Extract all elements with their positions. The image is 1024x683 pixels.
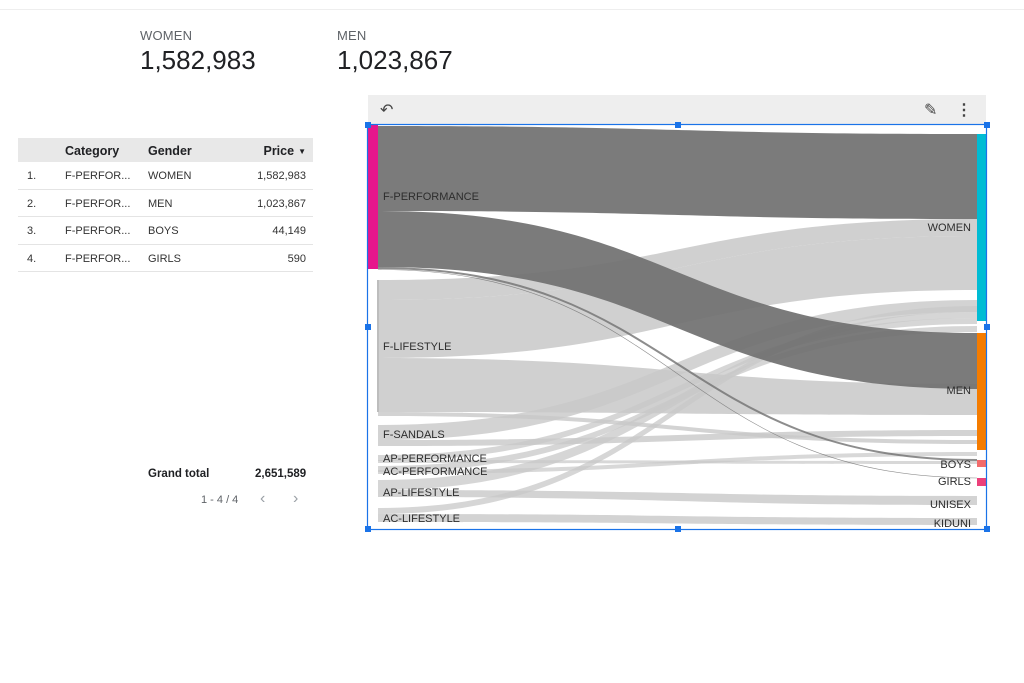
flow-ac-lifestyle-women[interactable]	[378, 306, 977, 514]
pencil-icon[interactable]: ✎	[924, 102, 938, 119]
sankey-source-label[interactable]: F-LIFESTYLE	[383, 341, 451, 353]
sankey-source-label[interactable]: F-SANDALS	[383, 429, 445, 441]
chevron-right-icon[interactable]: ›	[293, 490, 299, 507]
caret-down-icon[interactable]: ▼	[298, 147, 306, 156]
cell-category: F-PERFOR...	[65, 197, 131, 210]
resize-handle[interactable]	[365, 122, 371, 128]
scorecard-men[interactable]: MEN 1,023,867	[337, 28, 453, 76]
column-header-price[interactable]: Price ▼	[263, 144, 306, 158]
node-bar-f-performance[interactable]	[368, 125, 378, 269]
cell-category: F-PERFOR...	[65, 225, 131, 237]
flow-ap-lifestyle-unisex[interactable]	[378, 490, 977, 505]
cell-gender: GIRLS	[148, 252, 182, 265]
resize-handle[interactable]	[365, 526, 371, 532]
cell-gender: MEN	[148, 197, 173, 210]
flow-f-performance-girls[interactable]	[377, 269, 978, 479]
scorecard-value: 1,023,867	[337, 45, 453, 75]
chart-toolbar: ↶ ✎ ⋮	[368, 95, 986, 124]
table-header: Category Gender Price ▼	[18, 138, 313, 162]
sankey-target-label[interactable]: UNISEX	[930, 499, 972, 511]
flow-f-performance-boys[interactable]	[377, 267, 978, 461]
table-row[interactable]: 3. F-PERFOR... BOYS 44,149	[18, 217, 313, 245]
sankey-source-label[interactable]: AP-LIFESTYLE	[383, 487, 459, 499]
node-bar-men[interactable]	[977, 333, 986, 450]
sankey-source-label[interactable]: AC-PERFORMANCE	[383, 466, 488, 478]
top-divider	[0, 9, 1024, 10]
cell-category: F-PERFOR...	[65, 170, 131, 182]
resize-handle[interactable]	[984, 324, 990, 330]
scorecard-value: 1,582,983	[140, 45, 256, 75]
column-header-gender[interactable]: Gender	[148, 144, 192, 158]
resize-handle[interactable]	[675, 526, 681, 532]
row-index: 3.	[27, 225, 37, 237]
resize-handle[interactable]	[675, 122, 681, 128]
pagination-label: 1 - 4 / 4	[201, 494, 239, 506]
flow-ap-performance-women[interactable]	[378, 318, 977, 461]
sankey-target-label[interactable]: WOMEN	[928, 222, 971, 234]
table-row[interactable]: 4. F-PERFOR... GIRLS 590	[18, 245, 313, 272]
chevron-left-icon[interactable]: ‹	[260, 490, 266, 507]
node-bar-women[interactable]	[977, 134, 986, 321]
data-table[interactable]: Category Gender Price ▼ 1. F-PERFOR... WOME…	[18, 138, 313, 272]
table-row[interactable]: 1. F-PERFOR... WOMEN 1,582,983	[18, 162, 313, 190]
flow-f-lifestyle-boys[interactable]	[378, 412, 977, 444]
table-row[interactable]: 2. F-PERFOR... MEN 1,023,867	[18, 190, 313, 217]
flow-f-performance-men[interactable]	[378, 211, 977, 389]
node-bar-f-lifestyle[interactable]	[377, 280, 379, 412]
sankey-target-label[interactable]: GIRLS	[938, 476, 971, 488]
sankey-target-label[interactable]: BOYS	[940, 459, 971, 471]
column-header-price-label: Price	[263, 144, 295, 158]
sankey-source-label[interactable]: F-PERFORMANCE	[383, 191, 479, 203]
node-bar-boys[interactable]	[977, 460, 986, 467]
resize-handle[interactable]	[365, 324, 371, 330]
undo-icon[interactable]: ↶	[380, 102, 394, 119]
sankey-target-label[interactable]: KIDUNI	[934, 518, 971, 530]
flow-f-sandals-women[interactable]	[378, 300, 977, 440]
cell-gender: WOMEN	[148, 170, 192, 182]
cell-price: 44,149	[272, 225, 306, 237]
resize-handle[interactable]	[984, 526, 990, 532]
scorecard-label: WOMEN	[140, 28, 193, 43]
row-index: 4.	[27, 252, 37, 265]
flow-ac-lifestyle-kiduni[interactable]	[378, 514, 977, 525]
flow-ap-lifestyle-women[interactable]	[378, 312, 977, 490]
cell-price: 1,582,983	[257, 170, 306, 182]
cell-gender: BOYS	[148, 225, 179, 237]
flow-ap-performance-boys[interactable]	[378, 460, 977, 464]
grand-total-label: Grand total	[148, 468, 210, 480]
sankey-source-label[interactable]: AC-LIFESTYLE	[383, 513, 460, 525]
more-vert-icon[interactable]: ⋮	[956, 102, 972, 119]
resize-handle[interactable]	[984, 122, 990, 128]
sankey-source-label[interactable]: AP-PERFORMANCE	[383, 453, 487, 465]
cell-price: 1,023,867	[257, 197, 306, 210]
scorecard-label: MEN	[337, 28, 367, 43]
column-header-category[interactable]: Category	[65, 144, 120, 158]
scorecard-women[interactable]: WOMEN 1,582,983	[140, 28, 256, 76]
cell-category: F-PERFOR...	[65, 252, 131, 265]
grand-total-value: 2,651,589	[255, 468, 307, 480]
row-index: 2.	[27, 197, 37, 210]
row-index: 1.	[27, 170, 37, 182]
node-bar-girls[interactable]	[977, 478, 986, 486]
sankey-target-label[interactable]: MEN	[947, 385, 972, 397]
flow-f-performance-women[interactable]	[378, 126, 977, 219]
cell-price: 590	[287, 252, 306, 265]
